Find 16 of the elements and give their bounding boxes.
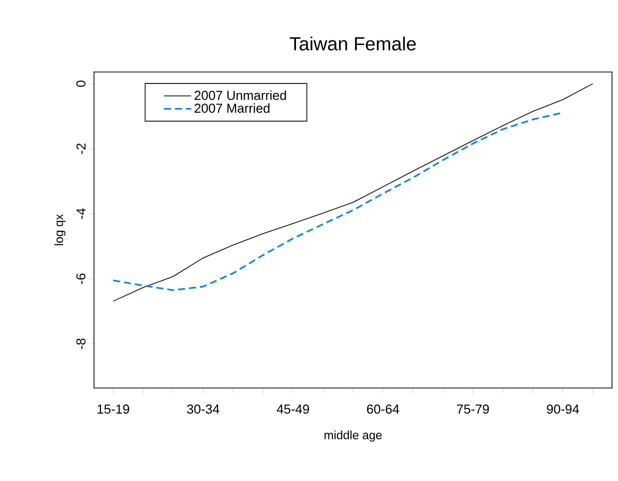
y-tick-label: -2 — [76, 144, 86, 154]
x-tick-label: 90-94 — [546, 404, 580, 414]
y-axis-title: log qx — [54, 214, 66, 246]
x-tick-label: 45-49 — [276, 404, 309, 414]
y-tick-label: -4 — [76, 208, 86, 219]
y-tick-label: 0 — [76, 80, 86, 87]
legend-label: 2007 Unmarried — [194, 90, 286, 100]
chart-title: Taiwan Female — [290, 36, 416, 50]
x-tick-label: 75-79 — [457, 404, 489, 414]
x-tick-label: 60-64 — [367, 404, 400, 414]
legend-label: 2007 Married — [194, 103, 270, 113]
x-tick-label: 15-19 — [98, 404, 130, 414]
y-tick-label: -6 — [76, 274, 86, 284]
x-tick-label: 30-34 — [187, 404, 220, 414]
x-axis-title: middle age — [324, 430, 382, 442]
y-tick-label: -8 — [76, 338, 86, 349]
